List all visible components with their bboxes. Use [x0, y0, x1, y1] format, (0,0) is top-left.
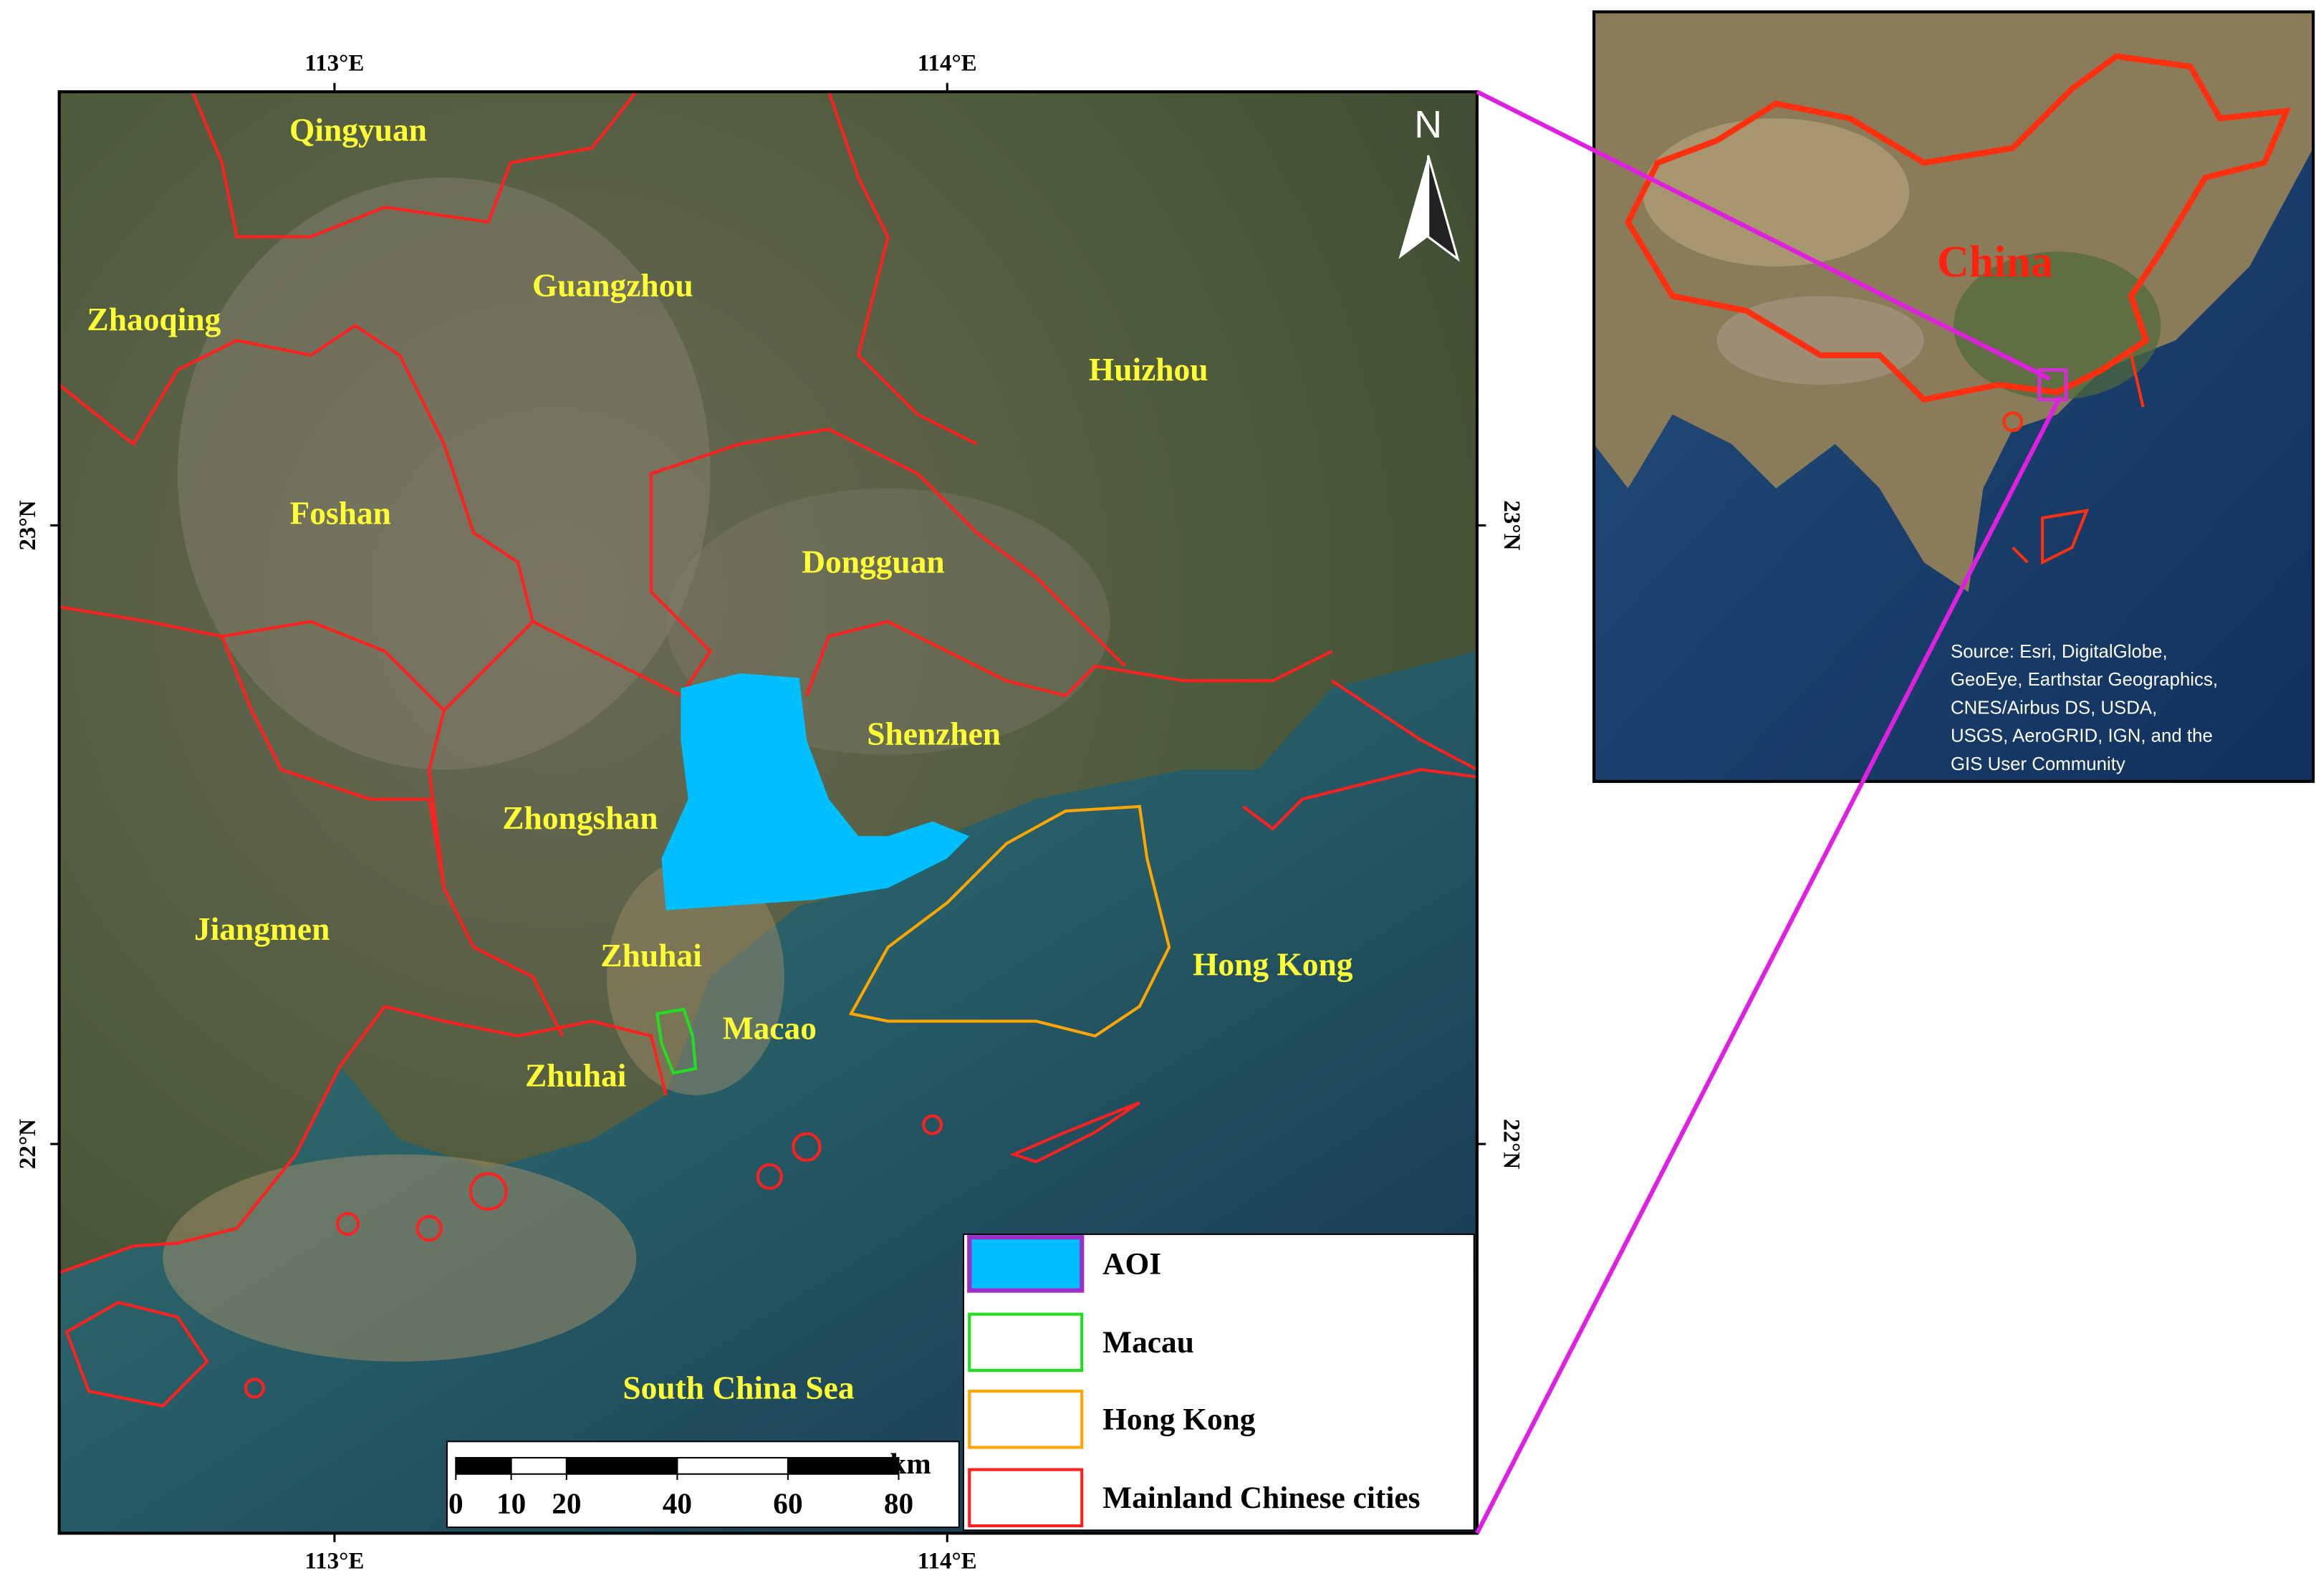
scale-label: 40	[663, 1487, 692, 1520]
latitude-label: 22°N	[15, 1119, 41, 1169]
place-label: Guangzhou	[532, 266, 693, 303]
latitude-label: 22°N	[1499, 1119, 1524, 1169]
scale-bar-box	[446, 1441, 960, 1529]
source-text: Source: Esri, DigitalGlobe,	[1951, 642, 2168, 662]
island	[1009, 1101, 1140, 1164]
legend-swatch-mainland	[968, 1468, 1084, 1528]
scale-segment	[565, 1456, 678, 1475]
place-label: Hong Kong	[1193, 946, 1353, 983]
legend-label: Macau	[1102, 1325, 1194, 1360]
china-boundary	[1624, 53, 2292, 403]
longitude-label: 113°E	[304, 50, 364, 76]
latitude-label: 23°N	[1499, 500, 1524, 550]
island	[2041, 509, 2090, 565]
coastline	[339, 1004, 668, 1096]
island	[468, 1172, 508, 1211]
boundary	[59, 605, 446, 712]
arrow-right	[1427, 155, 1460, 262]
place-label: Zhaoqing	[87, 301, 221, 337]
boundary	[191, 92, 638, 239]
inset-plateau	[1716, 296, 1924, 385]
island	[2130, 355, 2145, 408]
longitude-label: 114°E	[918, 1548, 977, 1574]
island	[415, 1215, 443, 1242]
legend-label: AOI	[1102, 1246, 1161, 1281]
north-label: N	[1414, 103, 1442, 146]
place-label: Huizhou	[1089, 351, 1208, 388]
main-map-frame	[57, 90, 1479, 1535]
source-text: CNES/Airbus DS, USDA,	[1951, 698, 2157, 718]
source-text: USGS, AeroGRID, IGN, and the	[1951, 726, 2213, 746]
boundary	[59, 324, 535, 888]
connector-line	[1475, 395, 2062, 1534]
coastline	[1242, 768, 1477, 831]
place-label: Zhuhai	[600, 937, 701, 974]
scale-segment	[787, 1456, 900, 1475]
island	[244, 1378, 265, 1399]
island	[792, 1132, 822, 1162]
connector-line	[1476, 90, 2051, 381]
island	[2002, 411, 2024, 433]
aoi-location-box	[2037, 367, 2068, 402]
source-text: GeoEye, Earthstar Geographics,	[1951, 670, 2218, 690]
place-label: Zhuhai	[525, 1057, 626, 1094]
sediment-plume	[163, 1154, 637, 1362]
inset-desert	[1643, 118, 1910, 266]
graticule-ticks	[50, 82, 1486, 1542]
place-label: Dongguan	[802, 544, 945, 580]
boundary	[220, 635, 564, 1037]
longitude-label: 113°E	[304, 1548, 364, 1574]
scale-label: 60	[773, 1487, 802, 1520]
legend-swatch-hong-kong	[968, 1389, 1084, 1449]
scale-segment	[510, 1456, 567, 1475]
macau-boundary	[655, 1007, 698, 1075]
scale-label: 20	[552, 1487, 581, 1520]
place-label: Shenzhen	[867, 715, 1001, 751]
scale-segment	[455, 1456, 512, 1475]
boundary	[805, 620, 1333, 698]
latitude-label: 23°N	[15, 500, 41, 550]
coastline	[59, 1064, 342, 1274]
legend-label: Mainland Chinese cities	[1102, 1481, 1420, 1515]
legend-swatch-aoi	[967, 1235, 1085, 1293]
china-islands	[2002, 355, 2145, 565]
main-map-image	[59, 92, 1477, 1534]
place-label: Zhongshan	[502, 799, 658, 836]
place-label: Jiangmen	[194, 910, 330, 947]
inset-frame	[1592, 10, 2315, 783]
scale-label: 80	[884, 1487, 913, 1520]
boundary	[827, 92, 978, 446]
inset-map-image	[1594, 11, 2314, 782]
inset-country-label: China	[1937, 238, 2053, 287]
island	[922, 1114, 943, 1135]
boundary	[1331, 679, 1477, 771]
scale-unit: km	[890, 1447, 931, 1480]
city-boundaries	[59, 92, 1477, 1408]
place-label: Qingyuan	[289, 111, 427, 148]
figure-content: 113°E 113°E 114°E 114°E 23°N 23°N 22°N 22°N N Qin…	[15, 10, 2315, 1574]
place-label: South China Sea	[623, 1369, 855, 1405]
source-text: GIS User Community	[1951, 754, 2125, 774]
legend-swatch-macau	[968, 1312, 1084, 1373]
place-label: Foshan	[289, 494, 390, 531]
north-arrow	[1398, 155, 1460, 262]
island	[756, 1163, 783, 1191]
scale-segment	[676, 1456, 789, 1475]
island	[2012, 546, 2029, 564]
aoi	[661, 673, 970, 910]
island	[335, 1212, 360, 1236]
place-label: Macao	[723, 1009, 817, 1046]
hong-kong-boundary	[848, 804, 1171, 1038]
island	[64, 1300, 209, 1408]
longitude-label: 114°E	[918, 50, 977, 76]
legend-label: Hong Kong	[1102, 1402, 1256, 1436]
scale-label: 0	[448, 1487, 463, 1520]
scale-label: 10	[496, 1487, 526, 1520]
arrow-left	[1398, 155, 1428, 259]
